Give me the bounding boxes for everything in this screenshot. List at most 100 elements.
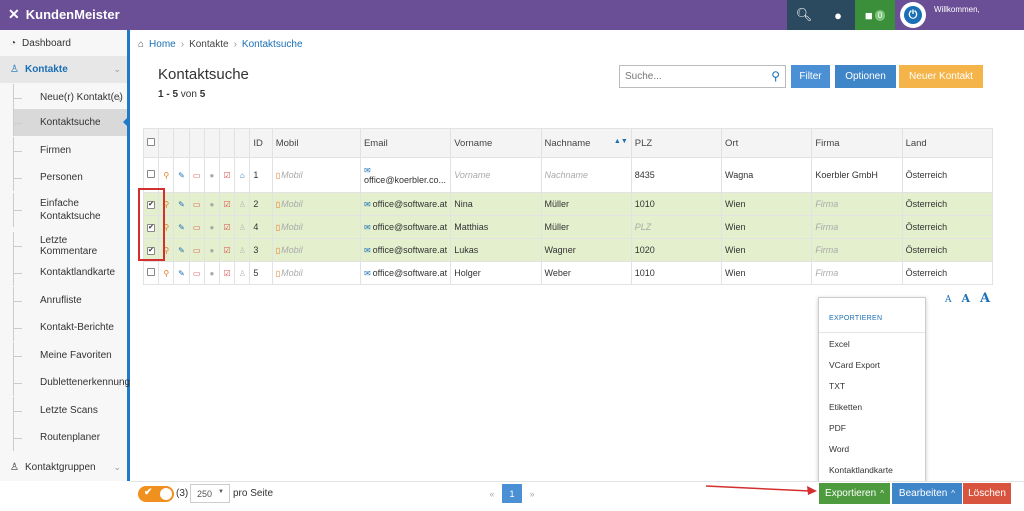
task-icon[interactable]: ☑ (219, 238, 236, 262)
delete-button[interactable]: Löschen (963, 483, 1011, 504)
row-checkbox[interactable]: ✔ (142, 238, 160, 262)
bell-icon[interactable]: ● (821, 0, 855, 30)
col-plz[interactable]: PLZ (630, 128, 723, 158)
power-button[interactable]: ⏻ (900, 2, 926, 28)
row-checkbox[interactable] (142, 261, 160, 285)
view-icon[interactable]: ⚲ (158, 192, 175, 216)
view-icon[interactable]: ⚲ (158, 157, 175, 193)
sidebar-item-routenplaner[interactable]: Routenplaner (13, 424, 127, 451)
trash-icon[interactable]: ▭ (188, 261, 205, 285)
per-page-select[interactable]: 250 ▼ (190, 484, 230, 503)
font-large-button[interactable]: A (980, 291, 991, 306)
sidebar-item-anrufliste[interactable]: Anrufliste (13, 287, 127, 314)
col-mobil[interactable]: Mobil (271, 128, 361, 158)
col-vorname[interactable]: Vorname (450, 128, 542, 158)
edit-icon[interactable]: ✎ (173, 192, 190, 216)
comment-icon[interactable]: ● (203, 261, 221, 285)
new-contact-button[interactable]: Neuer Kontakt (899, 65, 983, 88)
breadcrumb-home[interactable]: Home (149, 39, 176, 50)
filter-button[interactable]: Filter (791, 65, 830, 88)
chat-button[interactable]: ■ 0 (855, 0, 895, 30)
cell-email[interactable]: ✉ office@software.at (359, 215, 452, 239)
cell-email[interactable]: ✉ office@software.at (359, 261, 452, 285)
sidebar-item-dublettenerkennung[interactable]: Dublettenerkennung › (13, 369, 130, 396)
select-all-checkbox[interactable] (142, 128, 160, 158)
sidebar-item-dashboard[interactable]: ◔ Dashboard (0, 30, 127, 57)
task-icon[interactable]: ☑ (219, 192, 236, 216)
export-excel[interactable]: Excel (829, 339, 850, 349)
sidebar-item-meine-favoriten[interactable]: Meine Favoriten (13, 342, 127, 369)
edit-button[interactable]: Bearbeiten ^ (892, 483, 962, 504)
sidebar-item-kontaktsuche[interactable]: Kontaktsuche (13, 109, 130, 136)
edit-icon[interactable]: ✎ (173, 157, 190, 193)
sort-icon[interactable]: ▲▼ (613, 137, 628, 145)
comment-icon[interactable]: ● (203, 238, 221, 262)
sidebar-item-kontakt-berichte[interactable]: Kontakt-Berichte (13, 314, 127, 341)
trash-icon[interactable]: ▭ (188, 238, 205, 262)
sidebar-item-neuer-kontakt[interactable]: Neue(r) Kontakt(e) › (13, 84, 127, 111)
row-checkbox[interactable] (142, 157, 160, 193)
view-icon[interactable]: ⚲ (158, 261, 175, 285)
edit-icon[interactable]: ✎ (173, 238, 190, 262)
trash-icon[interactable]: ▭ (188, 157, 205, 193)
select-toggle[interactable]: ✔ (138, 486, 174, 502)
col-nachname[interactable]: Nachname ▲▼ (540, 128, 632, 158)
sidebar-item-letzte-kommentare[interactable]: Letzte Kommentare (13, 232, 127, 259)
mail-icon: ✉ (363, 223, 371, 232)
export-txt[interactable]: TXT (829, 381, 846, 391)
mobile-icon: ▯ (275, 171, 281, 180)
col-land[interactable]: Land (901, 128, 994, 158)
sidebar-item-einfache-kontaktsuche[interactable]: Einfache Kontaktsuche (13, 193, 127, 227)
cell-firma: Firma (811, 261, 903, 285)
edit-icon[interactable]: ✎ (173, 215, 190, 239)
search-icon[interactable]: 🔍︎ (787, 0, 821, 30)
table-row[interactable]: ✔ ⚲ ✎ ▭ ● ☑ ♙ 3 ▯Mobil ✉ office@software.… (142, 238, 994, 262)
sidebar-item-personen[interactable]: Personen (13, 164, 127, 191)
cell-email[interactable]: ✉ office@koerbler.co... (359, 157, 452, 193)
brand[interactable]: ✕ KundenMeister (8, 6, 120, 23)
row-checkbox[interactable]: ✔ (142, 215, 160, 239)
table-row[interactable]: ✔ ⚲ ✎ ▭ ● ☑ ♙ 2 ▯Mobil ✉ office@software.… (142, 192, 994, 216)
col-id[interactable]: ID (249, 128, 273, 158)
task-icon[interactable]: ☑ (219, 157, 236, 193)
font-medium-button[interactable]: A (961, 292, 971, 305)
edit-icon[interactable]: ✎ (173, 261, 190, 285)
comment-icon[interactable]: ● (203, 192, 221, 216)
view-icon[interactable]: ⚲ (158, 215, 175, 239)
sidebar-item-kontaktlandkarte[interactable]: Kontaktlandkarte (13, 259, 127, 286)
trash-icon[interactable]: ▭ (188, 192, 205, 216)
sidebar-item-kontaktgruppen[interactable]: ♙ Kontaktgruppen ⌄ (0, 454, 127, 481)
export-pdf[interactable]: PDF (829, 423, 846, 433)
export-etiketten[interactable]: Etiketten (829, 402, 863, 412)
comment-icon[interactable]: ● (203, 157, 221, 193)
search-input[interactable]: Suche... ⚲ (619, 65, 786, 88)
view-icon[interactable]: ⚲ (158, 238, 175, 262)
col-ort[interactable]: Ort (721, 128, 813, 158)
col-firma[interactable]: Firma (811, 128, 903, 158)
trash-icon[interactable]: ▭ (188, 215, 205, 239)
export-word[interactable]: Word (829, 444, 850, 454)
sidebar-item-letzte-scans[interactable]: Letzte Scans (13, 397, 127, 424)
cell-email[interactable]: ✉ office@software.at (359, 238, 452, 262)
table-row[interactable]: ✔ ⚲ ✎ ▭ ● ☑ ♙ 4 ▯Mobil ✉ office@software.… (142, 215, 994, 239)
page-prev-button[interactable]: « (489, 488, 495, 499)
export-button[interactable]: Exportieren ^ (819, 483, 890, 504)
page-current-button[interactable]: 1 (502, 484, 522, 503)
cell-email[interactable]: ✉ office@software.at (359, 192, 452, 216)
sidebar-item-firmen[interactable]: Firmen (13, 137, 127, 164)
task-icon[interactable]: ☑ (219, 215, 236, 239)
search-icon[interactable]: ⚲ (771, 69, 780, 83)
table-row[interactable]: ⚲ ✎ ▭ ● ☑ ♙ 5 ▯Mobil ✉ office@software.at… (142, 261, 994, 285)
breadcrumb-kontakte[interactable]: Kontakte (189, 39, 229, 50)
table-row[interactable]: ⚲ ✎ ▭ ● ☑ ⌂ 1 ▯Mobil ✉ office@koerbler.co… (142, 157, 994, 193)
power-icon: ⏻ (904, 6, 922, 24)
font-small-button[interactable]: A (945, 295, 952, 305)
sidebar-item-kontakte[interactable]: ♙ Kontakte ⌄ (0, 56, 127, 83)
optionen-button[interactable]: Optionen (835, 65, 896, 88)
export-kontaktlandkarte[interactable]: Kontaktlandkarte (829, 465, 893, 475)
task-icon[interactable]: ☑ (219, 261, 236, 285)
col-email[interactable]: Email (359, 128, 452, 158)
comment-icon[interactable]: ● (203, 215, 221, 239)
page-next-button[interactable]: » (529, 488, 535, 499)
export-vcard[interactable]: VCard Export (829, 360, 881, 370)
